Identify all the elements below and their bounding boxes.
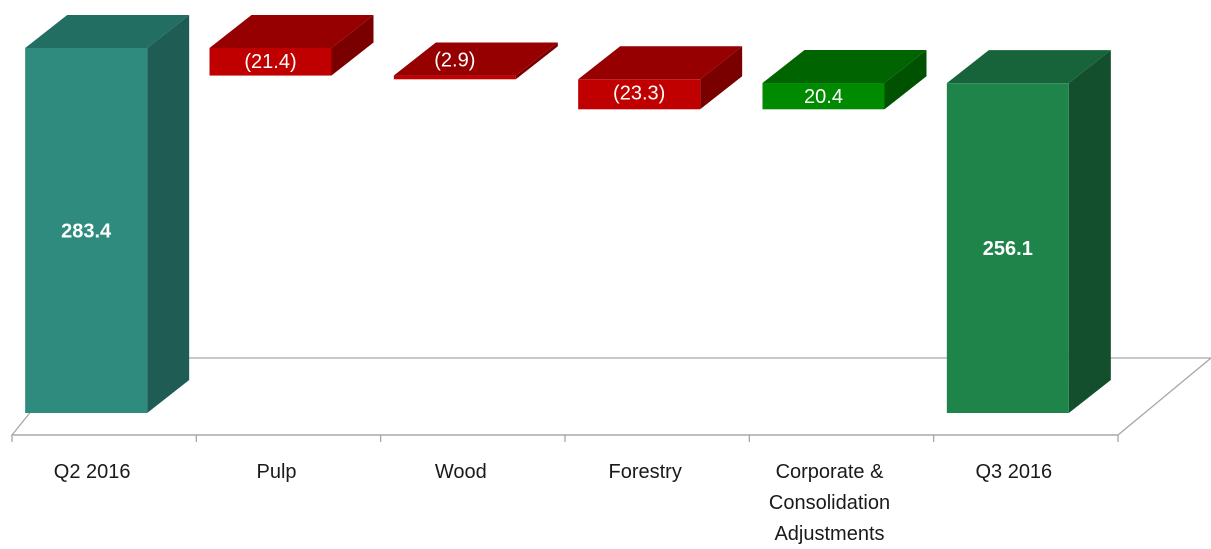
bar-side-face [515, 42, 558, 80]
data-label: 256.1 [983, 238, 1033, 260]
bar-q3-2016: 256.1 [946, 50, 1111, 413]
data-label: 283.4 [61, 221, 112, 243]
bar-top-face [25, 15, 190, 48]
bar-q2-2016: 283.4 [25, 15, 190, 413]
bar-top-face [393, 42, 558, 76]
bar-corporate-consolidation-adjustments: 20.4 [762, 50, 927, 110]
bar-front-face [946, 83, 1069, 413]
bar-side-face [884, 50, 927, 110]
bar-front-face [578, 79, 701, 110]
bar-side-face [1068, 50, 1111, 413]
bar-top-face [578, 46, 743, 80]
bars-group: 283.4 (21.4) (2.9) (23.3) 20.4 256.1 [25, 15, 1111, 413]
data-label: (21.4) [244, 51, 296, 73]
x-tick-label: Forestry [608, 461, 681, 483]
bar-side-face [147, 15, 190, 413]
bar-top-face [209, 15, 374, 48]
data-label: (2.9) [434, 50, 475, 72]
x-tick-label: Q2 2016 [54, 461, 131, 483]
x-tick-label: Q3 2016 [975, 461, 1052, 483]
bar-front-face [393, 75, 516, 80]
bar-front-face [209, 48, 332, 76]
bar-top-face [762, 50, 927, 84]
bar-front-face [25, 48, 148, 413]
data-label: (23.3) [613, 82, 665, 104]
x-tick-label: Pulp [256, 461, 296, 483]
bar-wood: (2.9) [393, 42, 558, 80]
bar-forestry: (23.3) [578, 46, 743, 110]
bar-side-face [331, 15, 374, 76]
bar-pulp: (21.4) [209, 15, 374, 76]
category-labels: Q2 2016 Pulp Wood Forestry Corporate & Consol… [54, 461, 1052, 545]
x-tick-label: Wood [435, 461, 487, 483]
data-label: 20.4 [804, 86, 843, 108]
bar-side-face [700, 46, 743, 110]
bar-top-face [946, 50, 1111, 84]
bar-front-face [762, 83, 885, 110]
x-tick-label: Corporate & Consolidation Adjustments [769, 461, 890, 545]
